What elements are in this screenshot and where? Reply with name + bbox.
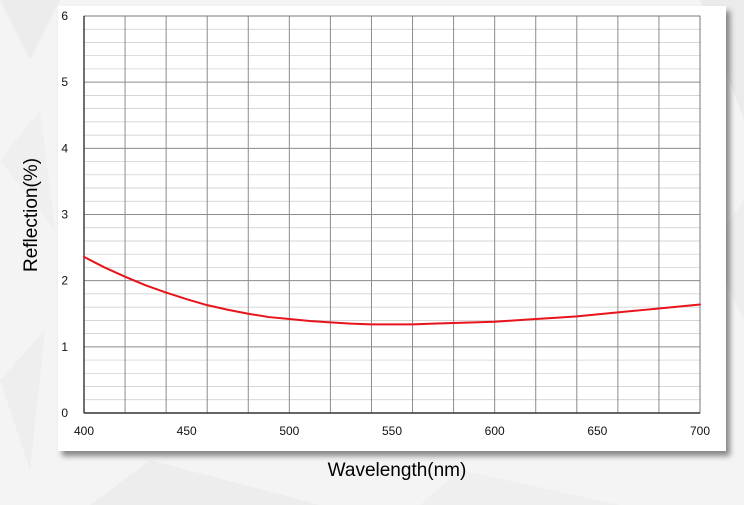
grid <box>84 15 700 413</box>
y-tick-label: 2 <box>61 274 68 288</box>
y-tick-label: 3 <box>61 208 68 222</box>
y-axis-title: Reflection(%) <box>21 158 42 272</box>
series-layer <box>83 255 701 326</box>
y-tick-label: 5 <box>61 75 68 89</box>
x-axis-title: Wavelength(nm) <box>328 460 467 481</box>
y-tick-label: 0 <box>61 406 68 420</box>
x-tick-label: 500 <box>279 424 299 438</box>
x-tick-label: 600 <box>485 424 505 438</box>
y-tick-label: 4 <box>61 141 68 155</box>
reflection-line <box>83 255 701 326</box>
y-tick-labels: 0 1 2 3 4 5 6 <box>61 9 68 420</box>
y-tick-label: 6 <box>61 9 68 23</box>
x-tick-label: 650 <box>587 424 607 438</box>
x-tick-label: 550 <box>382 424 402 438</box>
y-tick-label: 1 <box>61 340 68 354</box>
axes <box>83 15 701 414</box>
x-tick-labels: 400 450 500 550 600 650 700 <box>74 424 710 438</box>
x-tick-label: 400 <box>74 424 94 438</box>
x-tick-label: 700 <box>690 424 710 438</box>
x-tick-label: 450 <box>177 424 197 438</box>
